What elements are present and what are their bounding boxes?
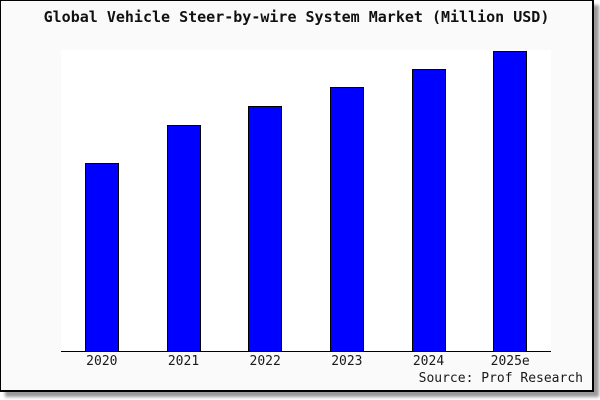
bar-slot-2023 bbox=[306, 50, 388, 351]
bar-2020 bbox=[84, 163, 119, 351]
x-axis-labels: 2020 2021 2022 2023 2024 2025e bbox=[61, 354, 551, 369]
x-tick-label-2021: 2021 bbox=[167, 354, 200, 369]
bar-slot-2025e bbox=[469, 50, 551, 351]
bar-2024 bbox=[411, 69, 446, 351]
bar-2023 bbox=[329, 87, 364, 351]
x-tick-label-2020: 2020 bbox=[86, 354, 118, 369]
bars-row bbox=[61, 50, 551, 351]
bar-2022 bbox=[248, 106, 283, 351]
bar-slot-2021 bbox=[143, 50, 225, 351]
bar-slot-2020 bbox=[61, 50, 143, 351]
source-note: Source: Prof Research bbox=[418, 371, 583, 386]
chart-panel: Global Vehicle Steer-by-wire System Mark… bbox=[0, 0, 594, 392]
x-tick-label-2022: 2022 bbox=[249, 354, 281, 369]
bar-2025e bbox=[493, 51, 528, 351]
x-tick-label-2025e: 2025e bbox=[490, 354, 530, 369]
bar-slot-2022 bbox=[224, 50, 306, 351]
bar-slot-2024 bbox=[388, 50, 470, 351]
chart-title: Global Vehicle Steer-by-wire System Mark… bbox=[43, 8, 550, 26]
x-tick-label-2023: 2023 bbox=[331, 354, 363, 369]
x-tick-label-2024: 2024 bbox=[412, 354, 445, 369]
plot-area bbox=[61, 50, 551, 352]
bar-2021 bbox=[166, 125, 201, 351]
